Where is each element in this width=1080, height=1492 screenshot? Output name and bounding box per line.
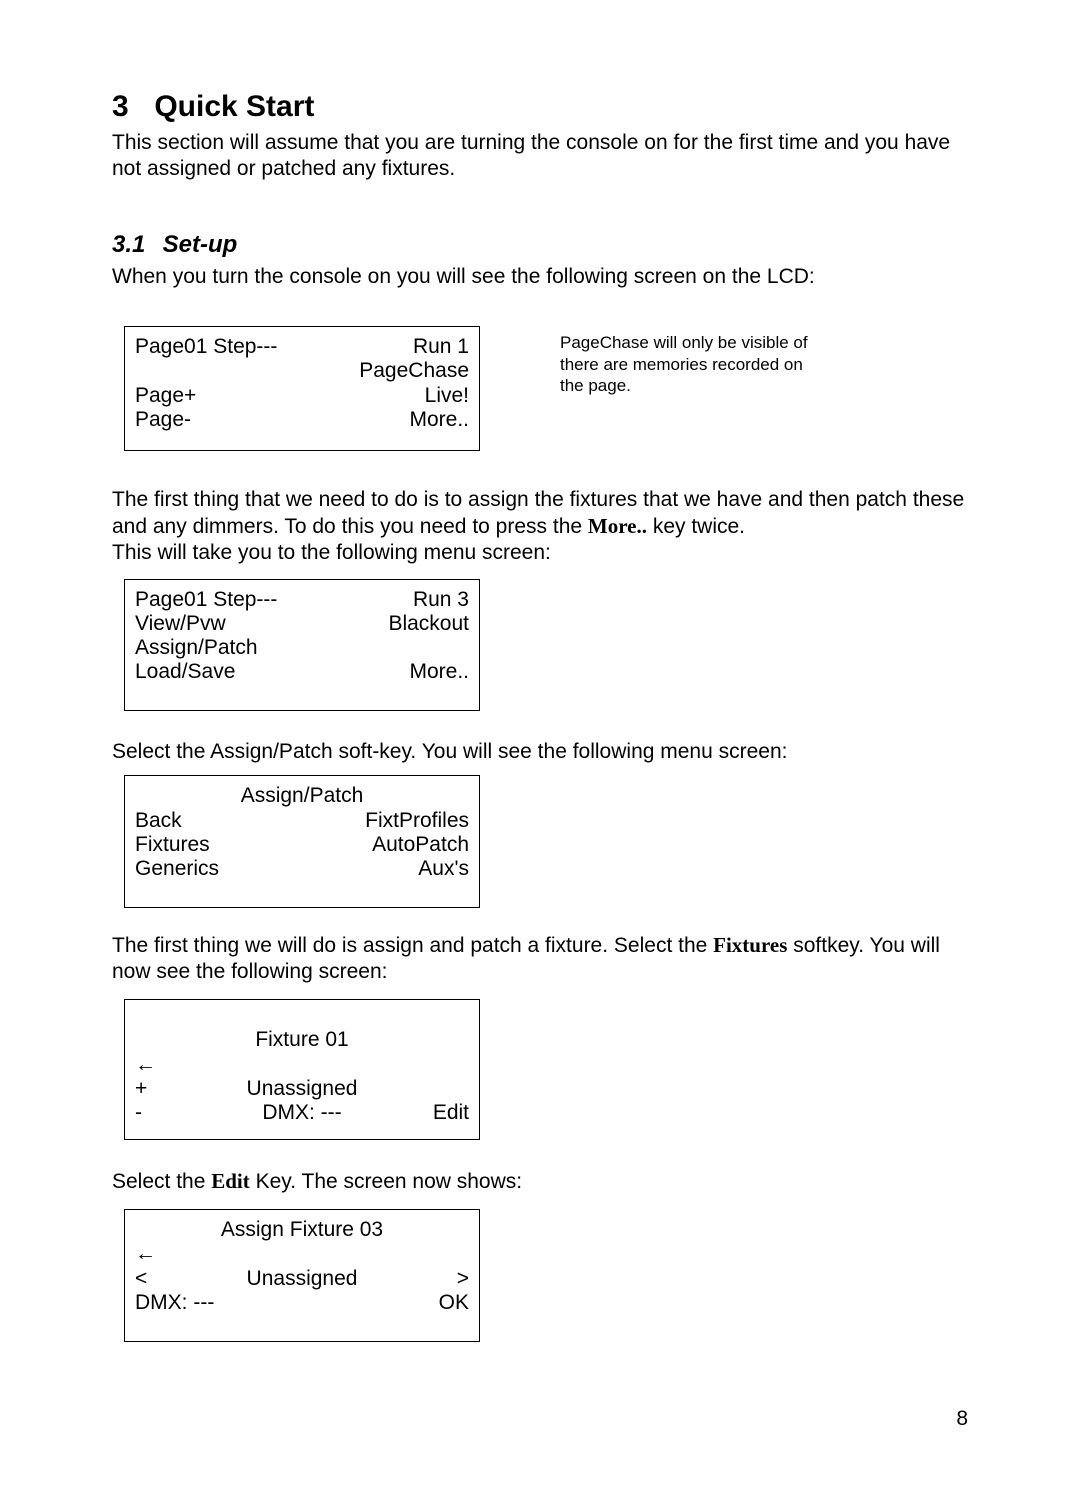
lcd3-l2-right: AutoPatch (372, 833, 469, 857)
lcd3-title: Assign/Patch (135, 784, 469, 808)
para5-part-a: Select the (112, 1170, 211, 1193)
lcd-screen-1: Page01 Step--- Run 1 PageChase Page+ Live!… (124, 326, 480, 451)
lcd4-l3-center: DMX: --- (135, 1101, 469, 1125)
para5-part-b: Key. The screen now shows: (250, 1170, 522, 1193)
para2-part-c: This will take you to the following menu… (112, 540, 968, 566)
lcd-screen-3: Assign/Patch Back FixtProfiles Fixtures Au… (124, 775, 480, 908)
lcd5-l1-left: ← (135, 1242, 156, 1266)
paragraph-5: Select the Edit Key. The screen now show… (112, 1168, 968, 1195)
edit-key-label: Edit (211, 1169, 250, 1193)
lcd-screen-2: Page01 Step--- Run 3 View/Pvw Blackout Ass… (124, 579, 480, 712)
fixtures-key-label: Fixtures (713, 933, 787, 957)
side-note-1: PageChase will only be visible of there … (560, 326, 820, 396)
subsection-number: 3.1 (112, 230, 156, 260)
lcd1-l3-right: Live! (425, 384, 469, 408)
lcd4-l2-center: Unassigned (135, 1077, 469, 1101)
lcd2-l1-left: Page01 Step--- (135, 588, 277, 612)
lcd3-l3-left: Generics (135, 857, 219, 881)
lcd-screen-5: Assign Fixture 03 ← < Unassigned > DMX: … (124, 1209, 480, 1342)
lcd1-l1-right: Run 1 (413, 335, 469, 359)
lcd4-l1-left: ← (135, 1053, 156, 1077)
lcd2-l2-right: Blackout (388, 612, 469, 636)
lcd2-l1-right: Run 3 (413, 588, 469, 612)
page-number: 8 (112, 1406, 968, 1432)
para2-part-a: The first thing that we need to do is to… (112, 488, 964, 538)
lcd5-l3-right: OK (439, 1291, 469, 1315)
lcd3-l1-right: FixtProfiles (365, 809, 469, 833)
lcd1-l2-right: PageChase (359, 359, 469, 383)
para4-part-a: The first thing we will do is assign and… (112, 934, 713, 957)
paragraph-2: The first thing that we need to do is to… (112, 487, 968, 541)
more-key-label: More.. (588, 514, 647, 538)
lcd2-l2-left: View/Pvw (135, 612, 226, 636)
lcd-screen-4: Fixture 01 ← + Unassigned - DMX: --- Edi… (124, 999, 480, 1140)
lcd3-l3-right: Aux's (418, 857, 469, 881)
lcd5-l3-left: DMX: --- (135, 1291, 214, 1315)
lcd2-l4-left: Load/Save (135, 660, 235, 684)
lcd5-l2-center: Unassigned (135, 1267, 469, 1291)
section-intro: This section will assume that you are tu… (112, 130, 968, 183)
lcd4-title: Fixture 01 (135, 1028, 469, 1052)
subsection-intro: When you turn the console on you will se… (112, 264, 968, 290)
section-number: 3 (112, 88, 146, 126)
paragraph-3: Select the Assign/Patch soft-key. You wi… (112, 739, 968, 765)
paragraph-4: The first thing we will do is assign and… (112, 932, 968, 986)
section-heading: 3 Quick Start (112, 88, 968, 126)
section-title-text: Quick Start (154, 90, 314, 123)
lcd3-l1-left: Back (135, 809, 182, 833)
lcd3-l2-left: Fixtures (135, 833, 210, 857)
lcd1-l1-left: Page01 Step--- (135, 335, 277, 359)
para2-part-b: key twice. (647, 515, 745, 538)
lcd1-l3-left: Page+ (135, 384, 196, 408)
lcd2-l4-right: More.. (409, 660, 469, 684)
lcd1-l4-left: Page- (135, 408, 191, 432)
lcd1-l4-right: More.. (409, 408, 469, 432)
lcd2-l3-left: Assign/Patch (135, 636, 258, 660)
subsection-heading: 3.1 Set-up (112, 230, 968, 260)
subsection-title-text: Set-up (163, 231, 238, 258)
lcd5-title: Assign Fixture 03 (135, 1218, 469, 1242)
